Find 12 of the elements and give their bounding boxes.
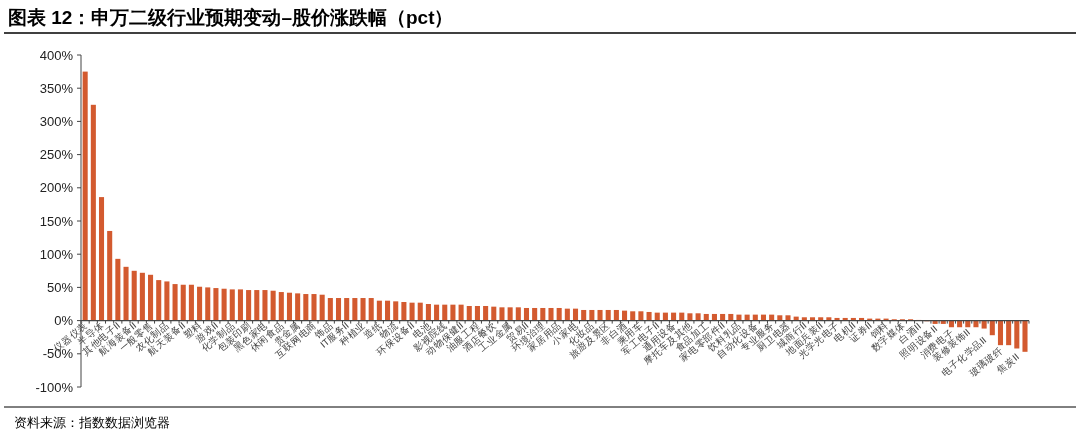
text: 资料来源：指数数据浏览器 — [14, 415, 170, 430]
y-tick-label: 50% — [46, 279, 74, 295]
y-tick-label: 100% — [39, 246, 74, 262]
y-tick-label: 150% — [39, 213, 74, 229]
y-tick-label: 0% — [54, 313, 74, 329]
title: 图表 12：申万二级行业预期变动–股价涨跌幅（pct） — [8, 7, 454, 28]
y-tick-label: 200% — [39, 180, 74, 196]
y-tick-label: 400% — [39, 47, 74, 63]
y-tick-label: 350% — [39, 80, 74, 96]
y-tick-label: 250% — [39, 147, 74, 163]
y-tick-label: -100% — [35, 379, 74, 395]
y-tick-label: 300% — [39, 113, 74, 129]
